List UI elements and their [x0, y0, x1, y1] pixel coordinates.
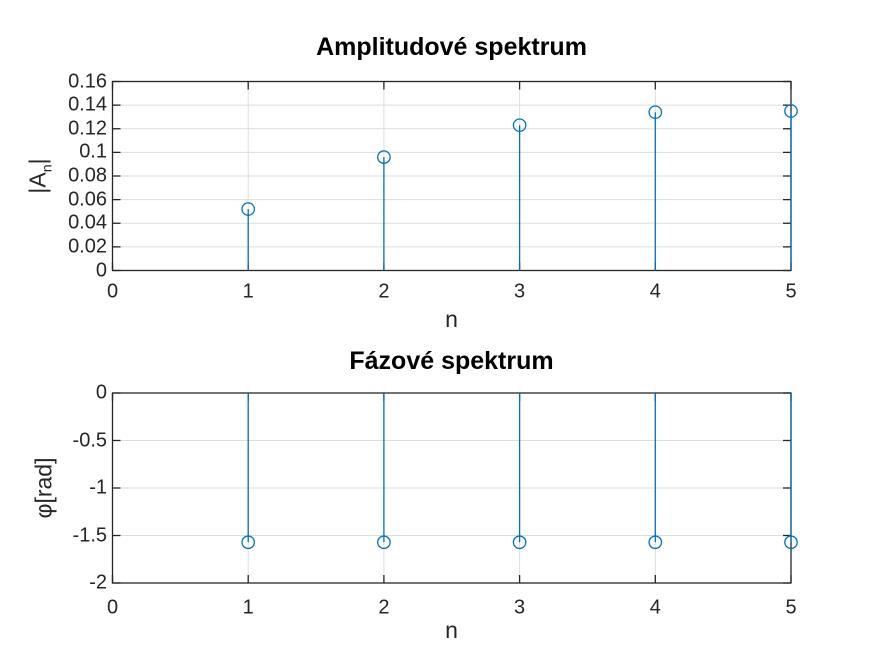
phase-x-tick-label: 1	[242, 596, 254, 619]
stem-marker	[784, 104, 798, 118]
phase-y-tick-label: -2	[89, 571, 107, 594]
amplitude-y-tick-label: 0.14	[68, 93, 107, 116]
phase-y-tick-label: -0.5	[72, 429, 107, 451]
phase-x-tick-label: 2	[378, 596, 390, 619]
stem-marker	[241, 535, 256, 550]
stem-marker	[512, 535, 527, 550]
phase-xaxis-label: n	[445, 617, 458, 643]
phase-x-tick-label: 5	[785, 596, 797, 619]
amplitude-xaxis-label: n	[445, 306, 458, 332]
amplitude-y-tick-label: 0.1	[79, 140, 107, 163]
amplitude-x-tick-label: 5	[785, 280, 797, 303]
stem-marker	[784, 535, 798, 550]
amplitude-y-tick-label: 0.06	[68, 188, 107, 211]
amplitude-x-tick-label: 1	[242, 280, 254, 303]
phase-y-tick-label: -1.5	[72, 524, 107, 546]
amplitude-y-tick-label: 0.04	[68, 211, 107, 234]
amplitude-plot-title: Amplitudové spektrum	[316, 33, 587, 61]
amplitude-x-tick-label: 2	[378, 280, 390, 303]
stem-marker	[377, 535, 391, 550]
phase-x-tick-label: 0	[106, 596, 119, 619]
phase-x-tick-label: 4	[649, 596, 661, 619]
amplitude-y-tick-label: 0.16	[68, 70, 107, 92]
phase-plot-title: Fázové spektrum	[349, 347, 554, 375]
amplitude-y-tick-label: 0.02	[68, 235, 107, 258]
phase-y-tick-label: -1	[89, 476, 107, 499]
amplitude-x-tick-label: 4	[649, 280, 661, 303]
stem-marker	[241, 202, 256, 216]
phase-x-tick-label: 3	[514, 596, 526, 619]
amplitude-x-tick-label: 0	[106, 280, 119, 303]
amplitude-y-tick-label: 0	[95, 259, 107, 281]
stem-marker	[648, 535, 663, 550]
phase-y-tick-label: 0	[95, 381, 107, 404]
amplitude-x-tick-label: 3	[514, 280, 526, 303]
amplitude-y-tick-label: 0.12	[68, 117, 107, 140]
amplitude-stem-plot	[111, 80, 798, 272]
stem-marker	[648, 105, 663, 120]
amplitude-y-tick-label: 0.08	[68, 164, 107, 187]
phase-stem-plot	[111, 392, 798, 584]
stem-marker	[512, 118, 527, 133]
stem-marker	[377, 150, 391, 164]
